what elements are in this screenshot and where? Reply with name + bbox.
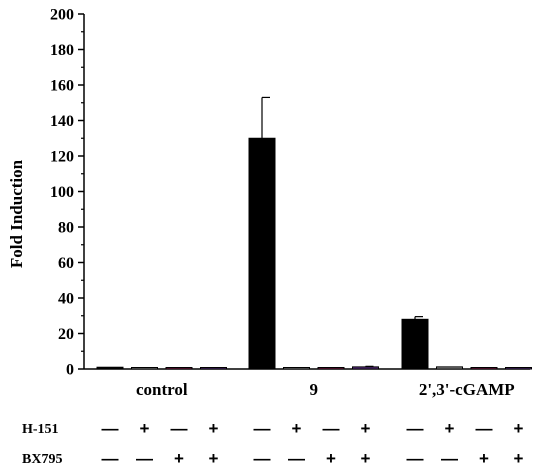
y-axis: 0 20 40 60 80 100 120 140 160 180 200 — [50, 7, 85, 379]
treatment-sign: — — [171, 419, 188, 438]
y-tick-label: 180 — [50, 42, 74, 59]
treatment-sign: + — [140, 419, 150, 438]
treatment-sign: + — [361, 449, 371, 468]
treatment-table: H-151 BX795 — — + — — + + + — — + — — + + + — — + — — + + + — [22, 419, 524, 468]
treatment-sign: — — [102, 419, 119, 438]
bar — [352, 366, 379, 370]
treatment-sign: + — [174, 449, 184, 468]
treatment-sign: + — [445, 419, 455, 438]
category-label: 2',3'-cGAMP — [419, 380, 515, 399]
error-bars — [261, 96, 423, 367]
treatment-sign: — — [102, 449, 119, 468]
bar — [96, 366, 124, 370]
category-label: control — [136, 380, 188, 399]
y-tick-label: 40 — [58, 291, 74, 308]
bar — [200, 367, 227, 370]
y-tick-label: 200 — [50, 7, 74, 24]
treatment-sign: + — [361, 419, 371, 438]
bars — [96, 137, 532, 370]
y-tick-label: 140 — [50, 113, 74, 130]
category-label: 9 — [310, 380, 319, 399]
row-label-bx795: BX795 — [22, 452, 62, 467]
bar — [436, 366, 463, 370]
bar — [505, 367, 532, 370]
treatment-sign: — — [254, 449, 271, 468]
bar — [248, 137, 276, 370]
treatment-sign: — — [288, 449, 305, 468]
y-axis-title: Fold Induction — [7, 159, 26, 268]
y-tick-label: 0 — [66, 362, 74, 379]
y-tick-label: 120 — [50, 149, 74, 166]
y-tick-label: 20 — [58, 326, 74, 343]
treatment-sign: + — [209, 419, 219, 438]
treatment-sign: — — [407, 449, 424, 468]
bar — [165, 367, 193, 370]
treatment-sign: — — [323, 419, 340, 438]
bar — [131, 367, 158, 370]
y-tick-label: 160 — [50, 78, 74, 95]
treatment-sign: — — [407, 419, 424, 438]
treatment-sign: + — [514, 449, 524, 468]
category-labels: control 9 2',3'-cGAMP — [136, 380, 515, 399]
row-label-h151: H-151 — [22, 422, 59, 437]
treatment-sign: + — [514, 419, 524, 438]
y-tick-label: 80 — [58, 220, 74, 237]
bar — [283, 367, 310, 370]
treatment-sign: — — [441, 449, 458, 468]
bar — [401, 318, 429, 370]
treatment-sign: + — [326, 449, 336, 468]
treatment-sign: + — [292, 419, 302, 438]
y-tick-label: 100 — [50, 184, 74, 201]
treatment-sign: — — [136, 449, 153, 468]
treatment-sign: + — [479, 449, 489, 468]
treatment-sign: — — [476, 419, 493, 438]
bar — [470, 367, 498, 370]
y-tick-label: 60 — [58, 255, 74, 272]
bar — [317, 367, 345, 370]
treatment-sign: + — [209, 449, 219, 468]
treatment-sign: — — [254, 419, 271, 438]
